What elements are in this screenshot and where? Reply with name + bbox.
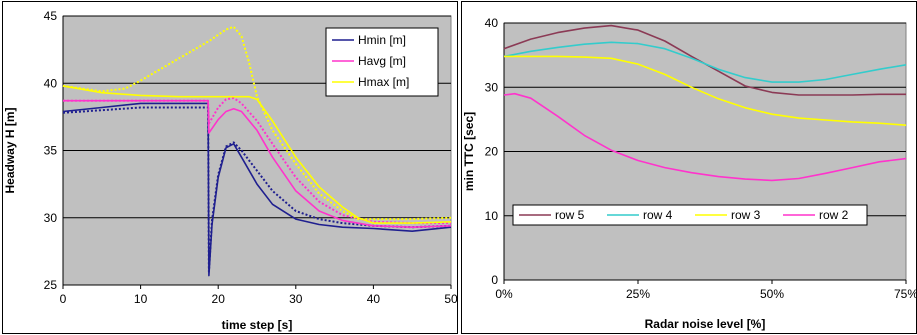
legend-label: row 4 (643, 208, 673, 222)
y-tick-label: 30 (485, 80, 499, 94)
headway-chart-panel: 25 30 35 40 45 0 10 20 30 40 50 time step [s] Headwa… (2, 1, 458, 334)
y-tick-label: 10 (485, 209, 499, 223)
y-tick-label: 35 (44, 144, 58, 158)
series-line-row-2 (503, 92, 907, 182)
x-axis-label: time step [s] (222, 318, 293, 332)
x-tick-label: 40 (367, 292, 381, 306)
x-tick-label: 20 (212, 292, 226, 306)
x-tick-label: 25% (626, 287, 650, 301)
legend-box (512, 204, 868, 226)
x-tick-label: 30 (289, 292, 303, 306)
series-line-hmax-m (62, 85, 452, 224)
x-tick-label: 0 (60, 292, 67, 306)
x-tick-label: 50 (444, 292, 458, 306)
legend-label: Hmin [m] (358, 33, 406, 47)
y-tick-label: 30 (44, 211, 58, 225)
headway-chart: 25 30 35 40 45 0 10 20 30 40 50 time step [s] Headwa… (3, 9, 458, 332)
series-line-row-4 (503, 41, 907, 83)
series-line-hmax-m-dotted (62, 25, 452, 221)
y-tick-label: 0 (491, 273, 498, 287)
legend-label: row 2 (819, 208, 849, 222)
x-axis-label: Radar noise level [%] (645, 317, 766, 331)
y-axis-label: Headway H [m] (3, 107, 17, 193)
ttc-chart: 0 10 20 30 40 0% 25% 50% 75% Radar noise level [%… (462, 16, 917, 331)
y-tick-label: 40 (44, 76, 58, 90)
legend-label: row 3 (731, 208, 761, 222)
y-tick-label: 45 (44, 9, 58, 23)
ttc-chart-panel: 0 10 20 30 40 0% 25% 50% 75% Radar noise level [%… (461, 0, 917, 335)
legend-label: Hmax [m] (358, 75, 409, 89)
x-tick-label: 0% (495, 287, 513, 301)
y-tick-label: 20 (485, 145, 499, 159)
series-line-havg-m-dotted (63, 97, 451, 225)
x-tick-label: 50% (760, 287, 784, 301)
headway-chart-frame (2, 1, 458, 334)
series-line-hmin-m-dotted (62, 106, 452, 273)
series-line-row-3 (504, 55, 907, 126)
legend-label: row 5 (555, 208, 585, 222)
x-tick-label: 75% (894, 287, 917, 301)
y-tick-label: 25 (44, 278, 58, 292)
y-axis-label: min TTC [sec] (462, 112, 476, 191)
x-tick-label: 10 (134, 292, 148, 306)
legend-label: Havg [m] (358, 54, 406, 68)
y-tick-label: 40 (485, 16, 499, 30)
